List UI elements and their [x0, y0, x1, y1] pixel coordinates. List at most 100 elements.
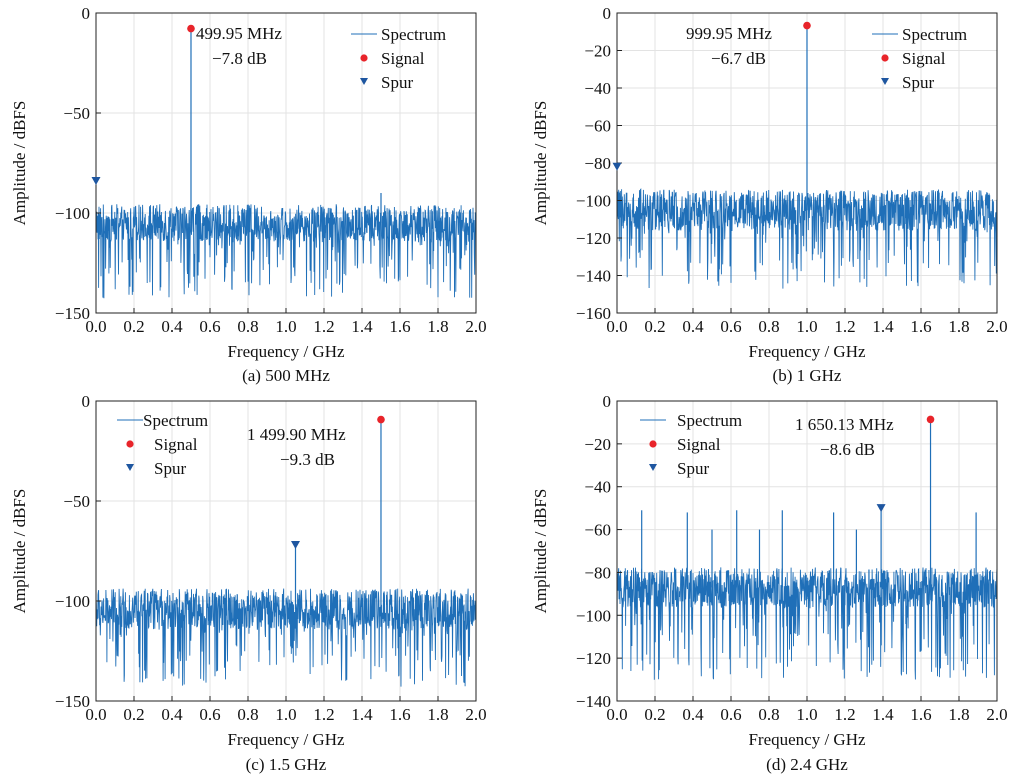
y-tick-label: −160 — [576, 304, 611, 323]
legend-spur-swatch — [126, 464, 134, 471]
x-tick-label: 0.4 — [161, 317, 183, 336]
y-tick-label: −50 — [63, 492, 90, 511]
panel-a-xlabel: Frequency / GHz — [227, 342, 345, 361]
panel-c: 0.0 0.2 0.4 0.6 0.8 1.0 1.2 1.4 1.6 1.8 2.0 0 −50 −10… — [10, 392, 487, 774]
y-tick-label: −150 — [55, 304, 90, 323]
panel-a-ticks: 0.0 0.2 0.4 0.6 0.8 1.0 1.2 1.4 1.6 1.8 2.0 0 −50 −10… — [55, 4, 487, 336]
panel-b-caption: (b) 1 GHz — [773, 366, 842, 385]
panel-c-annotation-amp: −9.3 dB — [280, 450, 335, 469]
panel-d-grid — [617, 401, 997, 701]
x-tick-label: 1.0 — [275, 317, 296, 336]
legend-spectrum-label: Spectrum — [902, 25, 967, 44]
legend-signal-label: Signal — [381, 49, 425, 68]
x-tick-label: 1.6 — [389, 317, 410, 336]
panel-b-xlabel: Frequency / GHz — [748, 342, 866, 361]
legend-spur-swatch — [881, 78, 889, 85]
signal-marker — [803, 21, 811, 30]
legend-spectrum-label: Spectrum — [381, 25, 446, 44]
x-tick-label: 1.6 — [389, 705, 410, 724]
x-tick-label: 1.8 — [948, 705, 969, 724]
spur-marker — [91, 177, 101, 185]
legend-spectrum-label: Spectrum — [677, 411, 742, 430]
x-tick-label: 1.2 — [834, 317, 855, 336]
panel-a-markers — [91, 24, 195, 185]
legend-signal-label: Signal — [677, 435, 721, 454]
legend-spur-swatch — [360, 78, 368, 85]
spur-marker — [876, 504, 886, 513]
y-tick-label: −100 — [576, 192, 611, 211]
legend-signal-swatch — [649, 440, 657, 448]
x-tick-label: 1.0 — [275, 705, 296, 724]
panel-b-spectrum-trace — [616, 25, 998, 289]
x-tick-label: 1.0 — [796, 317, 817, 336]
x-tick-label: 1.2 — [834, 705, 855, 724]
panel-d-legend: Spectrum Signal Spur — [640, 411, 742, 478]
x-tick-label: 2.0 — [986, 705, 1007, 724]
x-tick-label: 0.2 — [644, 317, 665, 336]
spur-marker — [291, 541, 300, 549]
panel-d-ticks: 0.0 0.2 0.4 0.6 0.8 1.0 1.2 1.4 1.6 1.8 2.0 0 −20 −40… — [576, 392, 1008, 724]
panel-b-ylabel: Amplitude / dBFS — [531, 101, 550, 226]
x-tick-label: 0.8 — [758, 705, 779, 724]
y-tick-label: −80 — [584, 154, 611, 173]
x-tick-label: 1.6 — [910, 317, 931, 336]
panel-a-legend: Spectrum Signal Spur — [351, 25, 446, 92]
panel-c-grid — [96, 401, 476, 701]
y-tick-label: −100 — [55, 592, 90, 611]
x-tick-label: 0.2 — [123, 705, 144, 724]
panel-c-ylabel: Amplitude / dBFS — [10, 489, 29, 614]
spectrum-noise-floor — [616, 188, 998, 289]
panel-c-annotation-freq: 1 499.90 MHz — [247, 425, 346, 444]
panel-b-legend: Spectrum Signal Spur — [872, 25, 967, 92]
spectrum-noise-floor — [95, 588, 477, 687]
panel-d-ylabel: Amplitude / dBFS — [531, 489, 550, 614]
x-tick-label: 0.2 — [644, 705, 665, 724]
signal-marker — [187, 24, 195, 33]
y-tick-label: −60 — [584, 117, 611, 136]
y-tick-label: 0 — [603, 392, 612, 411]
panel-c-caption: (c) 1.5 GHz — [246, 755, 327, 774]
x-tick-label: 0.4 — [161, 705, 183, 724]
x-tick-label: 2.0 — [986, 317, 1007, 336]
y-tick-label: −150 — [55, 692, 90, 711]
x-tick-label: 0.4 — [682, 705, 704, 724]
legend-signal-swatch — [881, 54, 889, 62]
spectrum-noise-floor — [95, 204, 477, 299]
x-tick-label: 0.6 — [199, 317, 220, 336]
x-tick-label: 0.6 — [199, 705, 220, 724]
legend-spectrum-label: Spectrum — [143, 411, 208, 430]
x-tick-label: 1.2 — [313, 317, 334, 336]
x-tick-label: 0.8 — [758, 317, 779, 336]
panel-c-legend: Spectrum Signal Spur — [117, 411, 208, 478]
panel-a-caption: (a) 500 MHz — [242, 366, 330, 385]
y-tick-label: −140 — [576, 692, 611, 711]
panel-d-markers — [876, 415, 935, 513]
panel-c-xlabel: Frequency / GHz — [227, 730, 345, 749]
legend-spur-label: Spur — [902, 73, 934, 92]
panel-d: 0.0 0.2 0.4 0.6 0.8 1.0 1.2 1.4 1.6 1.8 2.0 0 −20 −40… — [531, 392, 1008, 774]
panel-d-caption: (d) 2.4 GHz — [766, 755, 848, 774]
panel-b: 0.0 0.2 0.4 0.6 0.8 1.0 1.2 1.4 1.6 1.8 2.0 0 −20 −40… — [531, 4, 1008, 385]
legend-spur-label: Spur — [677, 459, 709, 478]
panel-c-ticks: 0.0 0.2 0.4 0.6 0.8 1.0 1.2 1.4 1.6 1.8 2.0 0 −50 −10… — [55, 392, 487, 724]
x-tick-label: 0.0 — [85, 317, 106, 336]
panel-a: 0.0 0.2 0.4 0.6 0.8 1.0 1.2 1.4 1.6 1.8 2.0 0 −50 −10… — [10, 4, 487, 385]
x-tick-label: 1.4 — [351, 317, 373, 336]
y-tick-label: −120 — [576, 229, 611, 248]
signal-marker — [926, 415, 935, 424]
panel-b-ticks: 0.0 0.2 0.4 0.6 0.8 1.0 1.2 1.4 1.6 1.8 2.0 0 −20 −40… — [576, 4, 1008, 336]
y-tick-label: 0 — [82, 4, 91, 23]
x-tick-label: 1.4 — [872, 705, 894, 724]
x-tick-label: 1.6 — [910, 705, 931, 724]
x-tick-label: 0.0 — [606, 705, 627, 724]
legend-signal-label: Signal — [154, 435, 198, 454]
x-tick-label: 1.4 — [351, 705, 373, 724]
legend-spur-label: Spur — [154, 459, 186, 478]
panel-d-annotation-amp: −8.6 dB — [820, 440, 875, 459]
panel-b-annotation-amp: −6.7 dB — [711, 49, 766, 68]
panel-a-ylabel: Amplitude / dBFS — [10, 101, 29, 226]
legend-signal-swatch — [126, 440, 134, 448]
panel-b-annotation-freq: 999.95 MHz — [686, 24, 772, 43]
x-tick-label: 1.2 — [313, 705, 334, 724]
